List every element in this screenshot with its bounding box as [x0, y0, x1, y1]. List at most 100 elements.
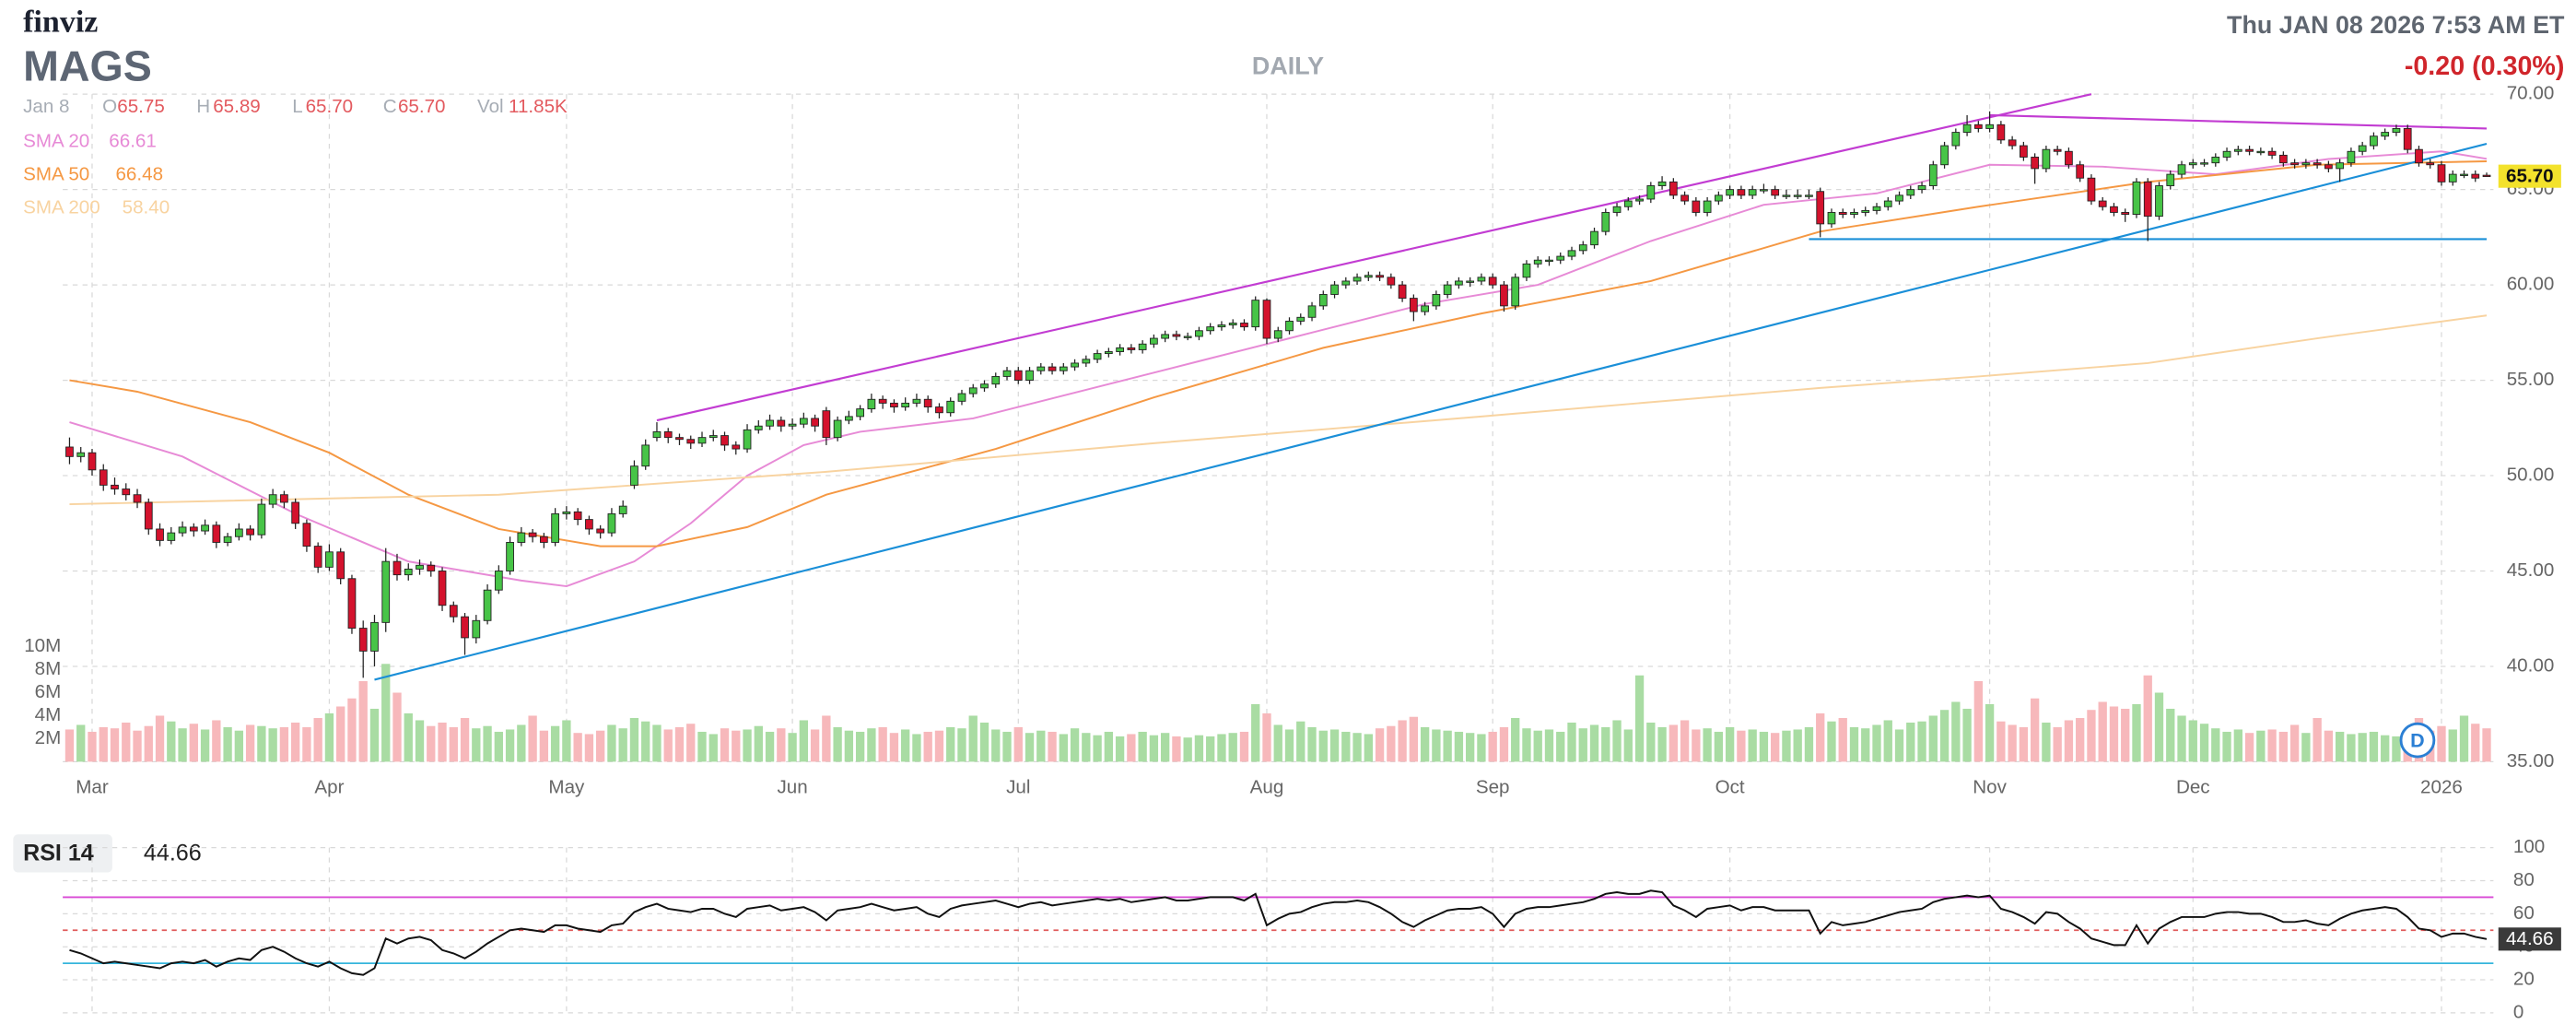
volume-bar — [2064, 720, 2074, 762]
candle-body — [2245, 148, 2254, 152]
candle-body — [822, 410, 831, 439]
volume-bar — [979, 722, 989, 762]
candle-body — [1703, 200, 1712, 213]
volume-bar — [1273, 724, 1282, 762]
y-tick-label: 20 — [2513, 968, 2535, 989]
candle-body — [1805, 194, 1813, 197]
candle-body — [1601, 212, 1610, 232]
volume-bar — [901, 729, 910, 762]
indicator-title: RSI 14 — [23, 840, 94, 865]
candle-body — [652, 430, 662, 439]
candle-body — [2267, 150, 2277, 156]
volume-bar — [1002, 731, 1012, 762]
candle-body — [2290, 162, 2299, 166]
volume-bar — [1127, 734, 1136, 762]
timeframe: DAILY — [1252, 53, 1324, 80]
candle-body — [1511, 277, 1520, 307]
volume-bar — [517, 724, 526, 762]
button-circle[interactable] — [2399, 722, 2436, 759]
volume-bar — [1284, 729, 1294, 762]
volume-bar — [2222, 731, 2231, 762]
candle-body — [111, 484, 119, 489]
volume-bar — [1928, 715, 1938, 762]
candle-body — [1477, 277, 1486, 282]
candle-body — [201, 524, 209, 532]
candle-body — [2403, 127, 2412, 150]
volume-bar — [1149, 735, 1159, 762]
candle-body — [1883, 200, 1892, 207]
volume-bar — [1398, 720, 1407, 762]
sma-line — [69, 160, 2488, 547]
candle-body — [133, 494, 142, 503]
volume-bar — [2471, 724, 2480, 762]
volume-bar — [1894, 729, 1904, 762]
volume-bar — [889, 733, 899, 762]
volume-bar — [799, 720, 808, 762]
volume-bar — [1194, 735, 1204, 762]
volume-bar — [381, 664, 391, 762]
candle-body — [325, 551, 334, 568]
volume-bar — [1759, 731, 1769, 762]
volume-bar — [2053, 726, 2062, 762]
volume-bar — [2392, 736, 2401, 762]
quote-value: 11.85K — [509, 96, 568, 117]
volume-bar — [1861, 728, 1870, 762]
volume-bar — [550, 725, 560, 762]
candle-body — [1861, 209, 1870, 213]
candle-body — [912, 398, 921, 404]
button-label[interactable]: D — [2410, 730, 2425, 752]
candle-body — [1025, 370, 1034, 382]
volume-bar — [1951, 701, 1961, 762]
volume-bar — [1714, 731, 1724, 762]
candle-body — [697, 437, 707, 444]
candle-body — [732, 444, 741, 450]
volume-bar — [1059, 734, 1068, 762]
candle-body — [630, 465, 638, 486]
volume-bar — [324, 712, 334, 762]
candle-body — [1228, 323, 1237, 326]
volume-bar — [494, 731, 503, 762]
candle-body — [313, 546, 322, 568]
volume-bar — [438, 722, 447, 762]
volume-bar — [2256, 730, 2266, 762]
candle-body — [1737, 189, 1746, 196]
volume-bar — [732, 730, 741, 762]
quote-label: L — [292, 96, 302, 117]
volume-bar — [200, 729, 210, 762]
x-tick-label: May — [548, 777, 585, 798]
volume-bar — [1601, 726, 1610, 762]
candle-body — [122, 489, 131, 496]
legend-value: 58.40 — [123, 196, 170, 218]
candle-body — [2471, 173, 2480, 179]
volume-bar — [1544, 729, 1554, 762]
volume-bar — [1488, 731, 1497, 762]
candle-body — [2415, 148, 2423, 164]
volume-bar — [2121, 708, 2130, 762]
volume-bar — [2289, 724, 2300, 762]
volume-bar — [1634, 675, 1645, 762]
volume-bar — [1217, 734, 1226, 762]
candle-body — [2233, 148, 2242, 152]
candle-body — [2076, 164, 2085, 179]
volume-bar — [1804, 726, 1814, 762]
candle-body — [980, 383, 989, 389]
candle-body — [551, 512, 559, 543]
candle-body — [1082, 359, 1091, 364]
candle-body — [539, 536, 548, 543]
x-tick-label: Sep — [1476, 777, 1510, 798]
candle-body — [1612, 206, 1622, 213]
volume-bar — [1387, 725, 1396, 762]
volume-bar — [313, 717, 322, 762]
sma-line — [69, 314, 2488, 506]
volume-bar — [122, 722, 131, 762]
candle-body — [99, 469, 108, 486]
volume-bar — [2177, 715, 2186, 762]
candle-body — [2008, 139, 2017, 147]
candle-body — [1150, 337, 1158, 345]
timeframe-button[interactable]: D — [2399, 722, 2436, 759]
candle-body — [1669, 181, 1678, 196]
volume-bar — [404, 712, 413, 762]
y-tick-label: 40.00 — [2507, 654, 2555, 676]
volume-bar — [743, 729, 752, 762]
candle-body — [449, 605, 458, 618]
